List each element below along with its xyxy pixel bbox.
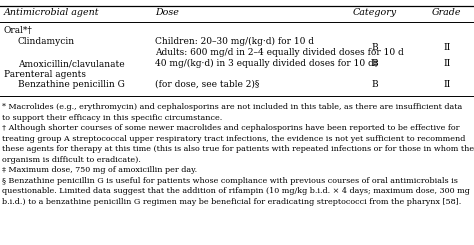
Text: II: II	[443, 59, 451, 68]
Text: B: B	[372, 42, 378, 51]
Text: Benzathine penicillin G: Benzathine penicillin G	[18, 80, 125, 89]
Text: Grade: Grade	[432, 8, 462, 17]
Text: 40 mg/(kg·d) in 3 equally divided doses for 10 d‡: 40 mg/(kg·d) in 3 equally divided doses …	[155, 59, 378, 68]
Text: * Macrolides (e.g., erythromycin) and cephalosporins are not included in this ta: * Macrolides (e.g., erythromycin) and ce…	[2, 103, 462, 111]
Text: organism is difficult to eradicate).: organism is difficult to eradicate).	[2, 156, 141, 163]
Text: † Although shorter courses of some newer macrolides and cephalosporins have been: † Although shorter courses of some newer…	[2, 124, 459, 132]
Text: b.i.d.) to a benzathine penicillin G regimen may be beneficial for eradicating s: b.i.d.) to a benzathine penicillin G reg…	[2, 197, 461, 206]
Text: questionable. Limited data suggest that the addition of rifampin (10 mg/kg b.i.d: questionable. Limited data suggest that …	[2, 187, 470, 195]
Text: ‡ Maximum dose, 750 mg of amoxicillin per day.: ‡ Maximum dose, 750 mg of amoxicillin pe…	[2, 166, 197, 174]
Text: Amoxicillin/clavulanate: Amoxicillin/clavulanate	[18, 59, 125, 68]
Text: B: B	[372, 59, 378, 68]
Text: Dose: Dose	[155, 8, 179, 17]
Text: Children: 20–30 mg/(kg·d) for 10 d: Children: 20–30 mg/(kg·d) for 10 d	[155, 37, 314, 46]
Text: to support their efficacy in this specific circumstance.: to support their efficacy in this specif…	[2, 113, 222, 122]
Text: II: II	[443, 80, 451, 89]
Text: § Benzathine penicillin G is useful for patients whose compliance with previous : § Benzathine penicillin G is useful for …	[2, 176, 458, 184]
Text: Oral*†: Oral*†	[4, 26, 33, 35]
Text: B: B	[372, 80, 378, 89]
Text: treating group A streptococcal upper respiratory tract infections, the evidence : treating group A streptococcal upper res…	[2, 135, 465, 143]
Text: Parenteral agents: Parenteral agents	[4, 70, 86, 79]
Text: Adults: 600 mg/d in 2–4 equally divided doses for 10 d: Adults: 600 mg/d in 2–4 equally divided …	[155, 48, 404, 57]
Text: these agents for therapy at this time (this is also true for patients with repea: these agents for therapy at this time (t…	[2, 145, 474, 153]
Text: Clindamycin: Clindamycin	[18, 37, 75, 46]
Text: II: II	[443, 42, 451, 51]
Text: (for dose, see table 2)§: (for dose, see table 2)§	[155, 80, 259, 89]
Text: Antimicrobial agent: Antimicrobial agent	[4, 8, 100, 17]
Text: Category: Category	[353, 8, 397, 17]
